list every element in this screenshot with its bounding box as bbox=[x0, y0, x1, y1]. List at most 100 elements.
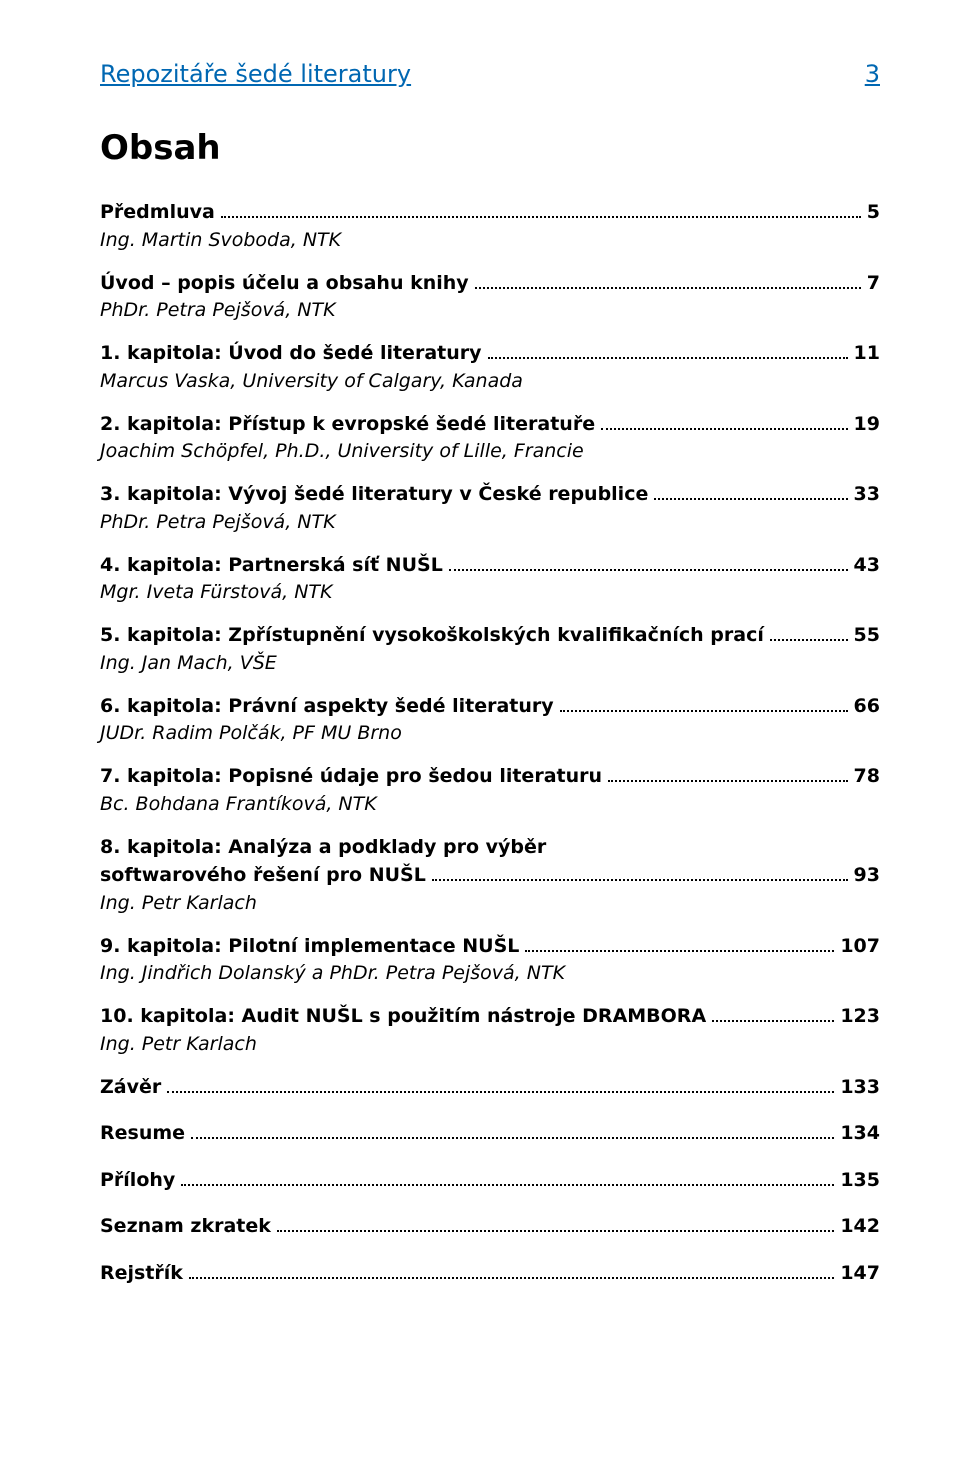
toc-entry-page: 133 bbox=[840, 1073, 880, 1102]
toc-entry-page: 11 bbox=[854, 339, 880, 368]
toc-entry-page: 55 bbox=[854, 621, 880, 650]
toc-entry: 4. kapitola: Partnerská síť NUŠL 43Mgr. I… bbox=[100, 551, 880, 604]
toc-entry-label: 2. kapitola: Přístup k evropské šedé lit… bbox=[100, 410, 595, 439]
toc-entry-label: Závěr bbox=[100, 1073, 161, 1102]
toc-entry-page: 78 bbox=[854, 762, 880, 791]
toc-entry-page: 135 bbox=[840, 1166, 880, 1195]
toc-entry-row: 7. kapitola: Popisné údaje pro šedou lit… bbox=[100, 762, 880, 791]
toc-entry-author: Marcus Vaska, University of Calgary, Kan… bbox=[100, 370, 880, 392]
toc-entry: Předmluva 5Ing. Martin Svoboda, NTK bbox=[100, 198, 880, 251]
toc-entry-row: Úvod – popis účelu a obsahu knihy 7 bbox=[100, 269, 880, 298]
toc-entry-row: 4. kapitola: Partnerská síť NUŠL 43 bbox=[100, 551, 880, 580]
table-of-contents: Předmluva 5Ing. Martin Svoboda, NTK Úvod –… bbox=[100, 198, 880, 1287]
toc-entry: Resume 134 bbox=[100, 1119, 880, 1148]
toc-leader bbox=[488, 340, 848, 359]
toc-entry-label: 3. kapitola: Vývoj šedé literatury v Čes… bbox=[100, 480, 648, 509]
toc-entry-row: 2. kapitola: Přístup k evropské šedé lit… bbox=[100, 410, 880, 439]
toc-entry-author: Bc. Bohdana Frantíková, NTK bbox=[100, 793, 880, 815]
toc-entry-row: 10. kapitola: Audit NUŠL s použitím nást… bbox=[100, 1002, 880, 1031]
toc-entry-row: Seznam zkratek142 bbox=[100, 1212, 880, 1241]
page-title: Obsah bbox=[100, 128, 880, 168]
toc-entry: 9. kapitola: Pilotní implementace NUŠL 10… bbox=[100, 932, 880, 985]
toc-entry-page: 33 bbox=[854, 480, 880, 509]
toc-entry-author: Ing. Petr Karlach bbox=[100, 1033, 880, 1055]
toc-entry-row: 6. kapitola: Právní aspekty šedé literat… bbox=[100, 692, 880, 721]
toc-entry-label: 1. kapitola: Úvod do šedé literatury bbox=[100, 339, 482, 368]
toc-entry: Přílohy 135 bbox=[100, 1166, 880, 1195]
toc-entry: 2. kapitola: Přístup k evropské šedé lit… bbox=[100, 410, 880, 463]
toc-entry-title-line1: 8. kapitola: Analýza a podklady pro výbě… bbox=[100, 833, 880, 862]
toc-leader bbox=[770, 622, 848, 641]
running-title: Repozitáře šedé literatury bbox=[100, 60, 411, 88]
toc-entry-label: Seznam zkratek bbox=[100, 1212, 271, 1241]
toc-entry-label: 4. kapitola: Partnerská síť NUŠL bbox=[100, 551, 443, 580]
toc-entry-page: 134 bbox=[840, 1119, 880, 1148]
toc-leader bbox=[277, 1213, 834, 1232]
toc-entry: 10. kapitola: Audit NUŠL s použitím nást… bbox=[100, 1002, 880, 1055]
toc-entry-author: Mgr. Iveta Fürstová, NTK bbox=[100, 581, 880, 603]
toc-entry-page: 123 bbox=[840, 1002, 880, 1031]
toc-entry: 8. kapitola: Analýza a podklady pro výbě… bbox=[100, 833, 880, 914]
toc-entry: 3. kapitola: Vývoj šedé literatury v Čes… bbox=[100, 480, 880, 533]
toc-entry-label: Resume bbox=[100, 1119, 185, 1148]
toc-entry-row: 9. kapitola: Pilotní implementace NUŠL 10… bbox=[100, 932, 880, 961]
toc-entry-row: Resume 134 bbox=[100, 1119, 880, 1148]
toc-entry-row: 3. kapitola: Vývoj šedé literatury v Čes… bbox=[100, 480, 880, 509]
page-container: Repozitáře šedé literatury 3 Obsah Předm… bbox=[0, 0, 960, 1365]
toc-entry: 5. kapitola: Zpřístupnění vysokoškolskýc… bbox=[100, 621, 880, 674]
toc-leader bbox=[608, 763, 848, 782]
toc-entry-row: Předmluva 5 bbox=[100, 198, 880, 227]
toc-entry: 1. kapitola: Úvod do šedé literatury 11Ma… bbox=[100, 339, 880, 392]
toc-entry-author: Joachim Schöpfel, Ph.D., University of L… bbox=[100, 440, 880, 462]
toc-leader bbox=[449, 551, 848, 570]
toc-leader bbox=[189, 1259, 834, 1278]
toc-entry-author: JUDr. Radim Polčák, PF MU Brno bbox=[100, 722, 880, 744]
toc-entry-label: Rejstřík bbox=[100, 1259, 183, 1288]
toc-entry-label: 6. kapitola: Právní aspekty šedé literat… bbox=[100, 692, 554, 721]
toc-entry-row: Rejstřík 147 bbox=[100, 1259, 880, 1288]
toc-entry-page: 107 bbox=[840, 932, 880, 961]
toc-leader bbox=[560, 692, 848, 711]
toc-entry-page: 5 bbox=[867, 198, 880, 227]
toc-entry-label: Úvod – popis účelu a obsahu knihy bbox=[100, 269, 469, 298]
toc-leader bbox=[191, 1120, 834, 1139]
toc-entry-label: Předmluva bbox=[100, 198, 215, 227]
toc-entry: Úvod – popis účelu a obsahu knihy 7PhDr. … bbox=[100, 269, 880, 322]
toc-leader bbox=[167, 1073, 834, 1092]
toc-leader bbox=[221, 199, 861, 218]
toc-entry-author: Ing. Jindřich Dolanský a PhDr. Petra Pej… bbox=[100, 962, 880, 984]
toc-entry-label: 5. kapitola: Zpřístupnění vysokoškolskýc… bbox=[100, 621, 764, 650]
toc-entry-author: Ing. Petr Karlach bbox=[100, 892, 880, 914]
toc-entry: 7. kapitola: Popisné údaje pro šedou lit… bbox=[100, 762, 880, 815]
toc-entry-label: Přílohy bbox=[100, 1166, 175, 1195]
toc-entry-page: 147 bbox=[840, 1259, 880, 1288]
toc-entry-page: 43 bbox=[854, 551, 880, 580]
toc-entry-page: 93 bbox=[854, 861, 880, 890]
toc-entry-label: 10. kapitola: Audit NUŠL s použitím nást… bbox=[100, 1002, 706, 1031]
toc-entry-title-line2: softwarového řešení pro NUŠL 93 bbox=[100, 861, 880, 890]
toc-entry-author: Ing. Martin Svoboda, NTK bbox=[100, 229, 880, 251]
header-page-number: 3 bbox=[865, 60, 880, 88]
toc-entry-label: 9. kapitola: Pilotní implementace NUŠL bbox=[100, 932, 519, 961]
toc-entry-label: softwarového řešení pro NUŠL bbox=[100, 861, 426, 890]
toc-entry-author: PhDr. Petra Pejšová, NTK bbox=[100, 299, 880, 321]
toc-entry-author: PhDr. Petra Pejšová, NTK bbox=[100, 511, 880, 533]
toc-entry-page: 7 bbox=[867, 269, 880, 298]
toc-leader bbox=[654, 481, 847, 500]
toc-entry: Závěr 133 bbox=[100, 1073, 880, 1102]
toc-entry-row: Přílohy 135 bbox=[100, 1166, 880, 1195]
running-header: Repozitáře šedé literatury 3 bbox=[100, 60, 880, 88]
toc-entry-row: 5. kapitola: Zpřístupnění vysokoškolskýc… bbox=[100, 621, 880, 650]
toc-entry-row: 1. kapitola: Úvod do šedé literatury 11 bbox=[100, 339, 880, 368]
toc-leader bbox=[432, 862, 848, 881]
toc-entry-label: 7. kapitola: Popisné údaje pro šedou lit… bbox=[100, 762, 602, 791]
toc-entry-row: Závěr 133 bbox=[100, 1073, 880, 1102]
toc-leader bbox=[475, 269, 861, 288]
toc-entry-author: Ing. Jan Mach, VŠE bbox=[100, 652, 880, 674]
toc-entry: Seznam zkratek142 bbox=[100, 1212, 880, 1241]
toc-entry: 6. kapitola: Právní aspekty šedé literat… bbox=[100, 692, 880, 745]
toc-leader bbox=[712, 1003, 834, 1022]
toc-leader bbox=[181, 1166, 834, 1185]
toc-entry-page: 66 bbox=[854, 692, 880, 721]
toc-entry: Rejstřík 147 bbox=[100, 1259, 880, 1288]
